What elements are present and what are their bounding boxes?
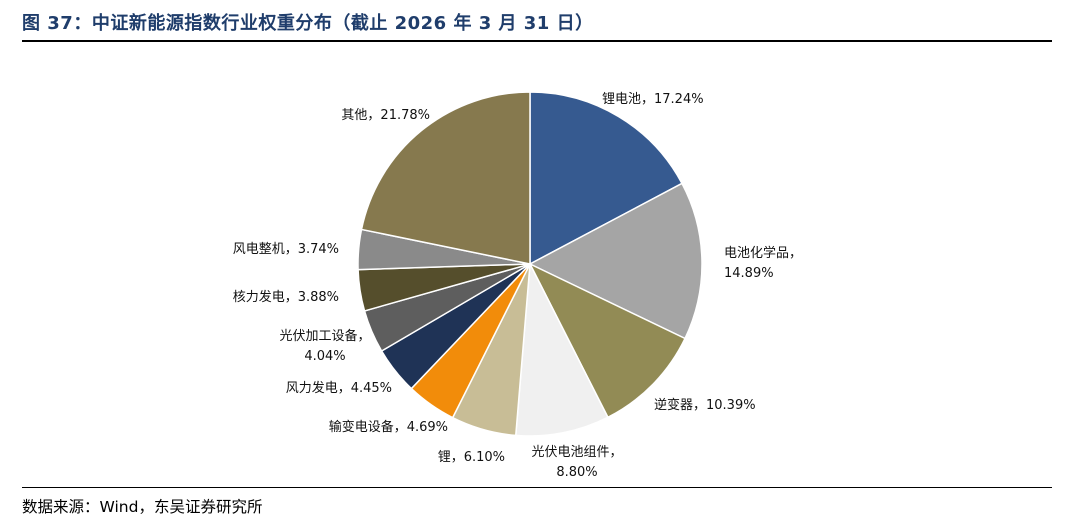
pie-data-label: 锂电池，17.24% xyxy=(602,92,704,107)
pie-data-label: 输变电设备，4.69% xyxy=(329,419,448,435)
pie-slice xyxy=(514,261,609,437)
figure-title: 图 37：中证新能源指数行业权重分布（截止 2026 年 3 月 31 日） xyxy=(22,13,594,34)
pie-data-label: 光伏电池组件， 8.80% xyxy=(531,445,622,480)
pie-labels: 锂电池，17.24% 电池化学品， 14.89% 逆变器，10.39% 光伏电池组件， 8… xyxy=(233,92,802,480)
pie-slice xyxy=(360,91,531,265)
pie-slices xyxy=(357,91,703,437)
bottom-rule xyxy=(22,487,1052,488)
pie-slice xyxy=(528,182,703,340)
top-rule xyxy=(22,40,1052,42)
pie-data-label: 锂，6.10% xyxy=(438,450,505,465)
pie-label-value: 14.89% xyxy=(724,266,774,281)
pie-label-name: 光伏电池组件， xyxy=(531,445,622,460)
pie-label-value: 4.04% xyxy=(304,349,345,364)
pie-data-label: 核力发电，3.88% xyxy=(233,289,339,305)
pie-label-value: 8.80% xyxy=(556,465,597,480)
pie-data-label: 电池化学品， 14.89% xyxy=(724,245,802,281)
pie-label-name: 电池化学品， xyxy=(724,245,802,261)
pie-data-label: 风力发电，4.45% xyxy=(286,380,392,396)
pie-slice xyxy=(529,91,683,266)
pie-data-label: 其他，21.78% xyxy=(341,108,430,123)
pie-data-label: 逆变器，10.39% xyxy=(654,397,756,413)
source-note: 数据来源：Wind，东吴证券研究所 xyxy=(22,498,263,516)
pie-data-label: 风电整机，3.74% xyxy=(233,242,339,257)
pie-label-name: 光伏加工设备， xyxy=(279,328,370,344)
pie-data-label: 光伏加工设备， 4.04% xyxy=(279,328,370,364)
pie-slice xyxy=(528,262,687,419)
